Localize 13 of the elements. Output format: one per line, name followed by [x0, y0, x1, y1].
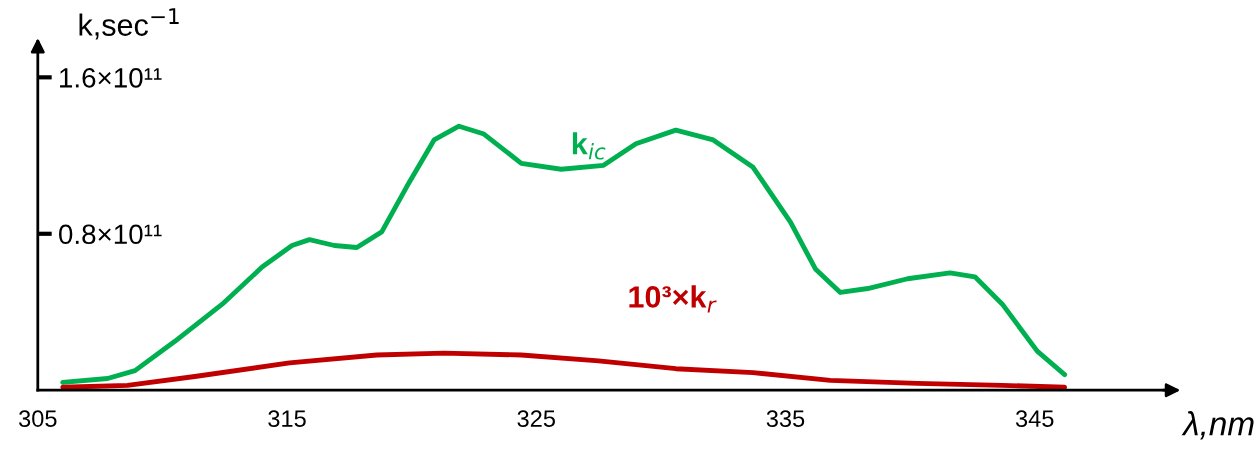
x-tick-label: 305 [19, 410, 57, 427]
x-axis-title: λ,nm [1181, 411, 1254, 440]
x-tick-label: 325 [517, 410, 555, 427]
y-tick-label: 0.8×10¹¹ [59, 224, 162, 245]
series-label: 10³×k$_{r}$ [629, 285, 717, 313]
x-tick-label: 345 [1015, 410, 1054, 427]
y-tick-label: 1.6×10¹¹ [60, 68, 162, 88]
line-series [60, 123, 1068, 385]
x-tick-label: 335 [766, 410, 805, 427]
y-axis-title: k,sec$^{−1}$ [79, 8, 179, 40]
line-series [60, 350, 1068, 390]
x-tick-label: 315 [268, 410, 306, 427]
series-label: k$_{ic}$ [572, 132, 606, 160]
